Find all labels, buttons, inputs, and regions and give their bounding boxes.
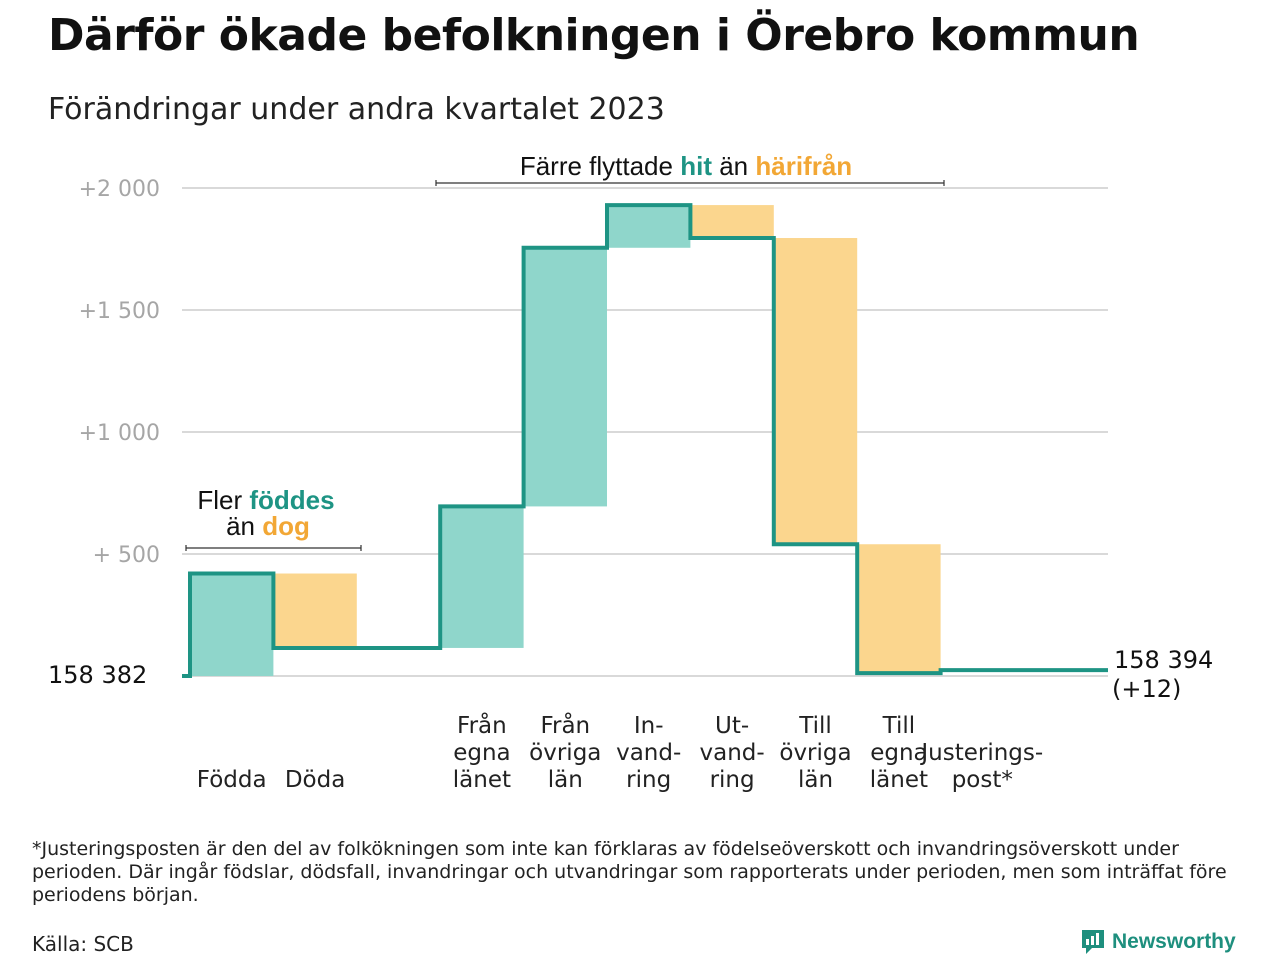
end-value-label: 158 394 bbox=[1114, 646, 1213, 674]
chart-subtitle: Förändringar under andra kvartalet 2023 bbox=[48, 92, 665, 127]
waterfall-bar bbox=[857, 544, 941, 674]
waterfall-bar bbox=[190, 573, 274, 676]
category-label: Från bbox=[457, 711, 507, 739]
footnote: *Justeringsposten är den del av folkökni… bbox=[32, 838, 1227, 906]
waterfall-bar bbox=[607, 205, 691, 248]
newsworthy-logo: Newsworthy bbox=[1080, 928, 1236, 956]
annotation-span: härifrån bbox=[755, 151, 852, 181]
category-label: län bbox=[548, 767, 583, 793]
waterfall-bar bbox=[440, 506, 524, 648]
category-label: Från bbox=[540, 711, 590, 739]
annotation-span: hit bbox=[680, 151, 712, 181]
source-label: Källa: SCB bbox=[32, 932, 134, 956]
category-label: ring bbox=[710, 767, 755, 793]
category-label: post* bbox=[952, 767, 1013, 793]
cumulative-step-line bbox=[182, 203, 1108, 678]
births-annotation-line1: Fler föddes bbox=[197, 485, 334, 515]
waterfall-bar bbox=[523, 247, 607, 507]
category-label: Födda bbox=[197, 767, 267, 793]
category-label: län bbox=[798, 767, 833, 793]
category-label: övriga bbox=[779, 740, 851, 766]
category-label: ring bbox=[626, 767, 671, 793]
category-label: egna bbox=[870, 740, 927, 766]
category-label: vand- bbox=[700, 740, 765, 766]
waterfall-bar bbox=[273, 573, 357, 648]
logo-text: Newsworthy bbox=[1112, 930, 1236, 953]
annotation-span: Fler bbox=[197, 485, 249, 515]
waterfall-bar bbox=[690, 205, 774, 239]
y-tick-label: +2 000 bbox=[79, 177, 160, 202]
category-label: länet bbox=[453, 767, 511, 793]
category-label: övriga bbox=[529, 740, 601, 766]
category-label: Till bbox=[882, 713, 916, 739]
annotation-span: föddes bbox=[249, 485, 334, 515]
newsworthy-logo-icon bbox=[1082, 930, 1104, 954]
category-label: Ut- bbox=[715, 713, 749, 739]
y-tick-label: + 500 bbox=[93, 543, 160, 568]
category-label: vand- bbox=[616, 740, 681, 766]
births-annotation-line2: än dog bbox=[226, 511, 310, 541]
migration-annotation: Färre flyttade hit än härifrån bbox=[520, 151, 852, 181]
net-change-label: (+12) bbox=[1112, 675, 1181, 703]
category-label: Till bbox=[798, 713, 832, 739]
chart-title: Därför ökade befolkningen i Örebro kommu… bbox=[48, 10, 1140, 61]
category-label: Justerings- bbox=[919, 740, 1043, 766]
annotation-span: Färre flyttade bbox=[520, 151, 680, 181]
category-label: egna bbox=[453, 740, 510, 766]
waterfall-bar bbox=[773, 238, 858, 545]
category-label: In- bbox=[634, 713, 664, 739]
category-label: länet bbox=[870, 767, 928, 793]
start-value-label: 158 382 bbox=[48, 661, 147, 689]
category-label: Döda bbox=[285, 767, 345, 793]
annotation-span: än bbox=[226, 511, 262, 541]
y-tick-label: +1 500 bbox=[79, 299, 160, 324]
annotation-span: än bbox=[712, 151, 755, 181]
y-tick-label: +1 000 bbox=[79, 421, 160, 446]
annotation-span: dog bbox=[262, 511, 310, 541]
